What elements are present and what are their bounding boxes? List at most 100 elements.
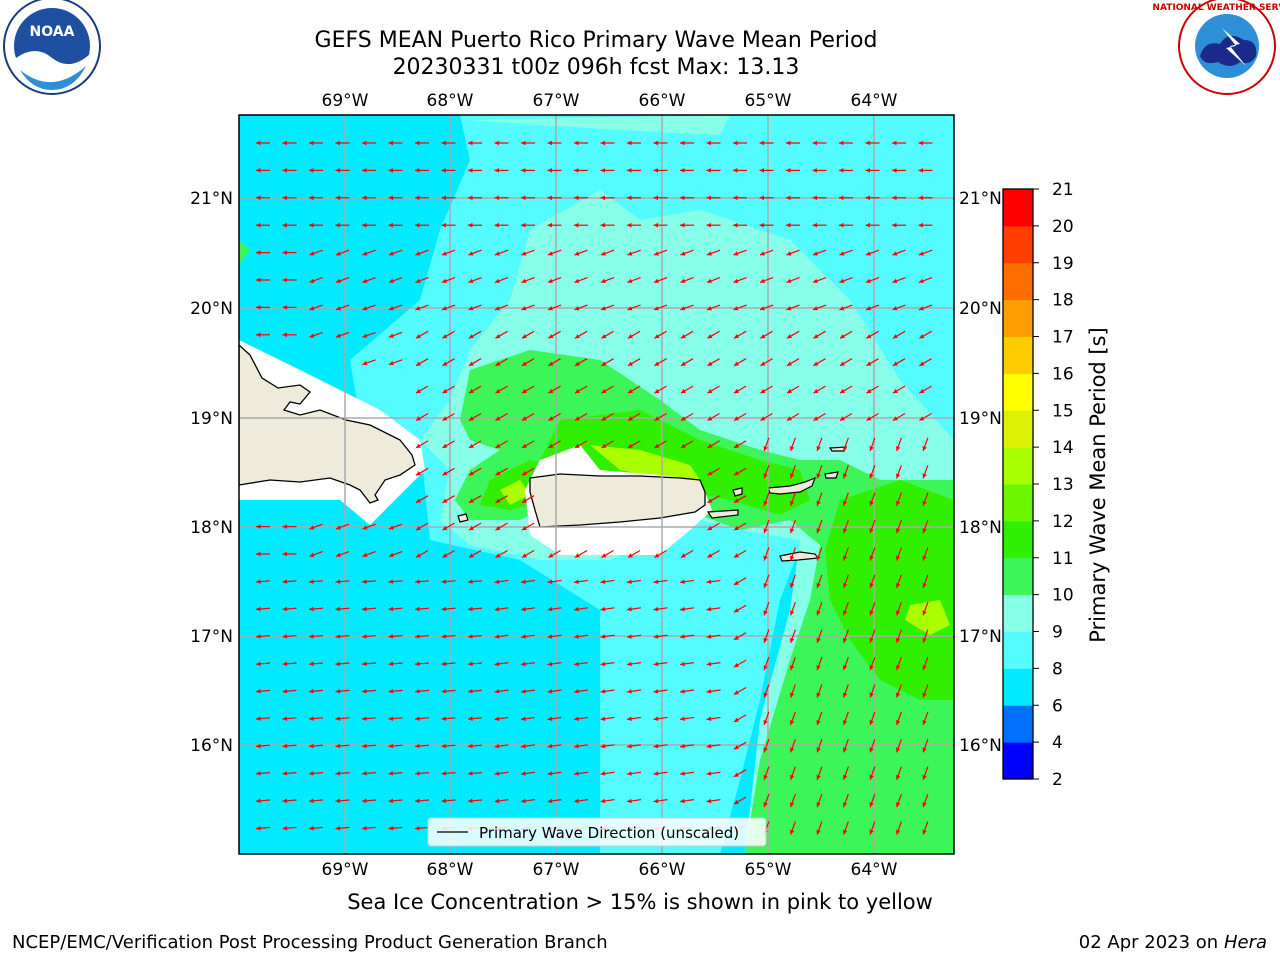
wave-arrow-head (654, 334, 660, 339)
wave-arrow-head (494, 798, 500, 804)
colorbar-tick-label: 14 (1052, 438, 1074, 458)
wave-arrow-head (865, 278, 871, 284)
wave-arrow-head (256, 250, 261, 255)
wave-arrow-head (547, 743, 553, 749)
wave-arrow-head (922, 692, 927, 698)
lon-tick-bottom: 65°W (745, 860, 792, 880)
wave-arrow-head (919, 361, 925, 366)
wave-arrow-head (680, 443, 686, 448)
wave-arrow-head (922, 747, 927, 753)
wave-arrow-head (895, 747, 901, 753)
wave-arrow-head (309, 743, 314, 749)
wave-arrow-head (680, 334, 686, 339)
wave-arrow-head (309, 798, 314, 804)
wave-arrow-head (309, 251, 315, 256)
wave-arrow-head (706, 606, 712, 612)
wave-arrow-head (919, 334, 925, 339)
wave-arrow-head (521, 553, 527, 558)
lon-tick-top: 64°W (851, 91, 898, 111)
wave-arrow-head (362, 525, 368, 530)
wave-arrow-head (415, 553, 421, 558)
wave-arrow-head (786, 140, 791, 146)
wave-arrow-head (388, 525, 394, 530)
lon-tick-top: 66°W (639, 91, 686, 111)
wave-arrow-head (680, 222, 685, 228)
wave-arrow-head (494, 661, 500, 667)
wave-arrow-head (789, 747, 795, 753)
wave-arrow-head (415, 661, 420, 667)
lat-tick-left: 17°N (190, 627, 233, 647)
colorbar-segment (1003, 742, 1033, 780)
wave-arrow-head (415, 388, 421, 394)
wave-arrow-head (733, 222, 738, 228)
wave-arrow-head (442, 416, 448, 421)
wave-arrow-head (415, 825, 420, 831)
wave-arrow-head (680, 634, 685, 639)
wave-arrow-head (309, 606, 314, 612)
wave-arrow-head (892, 388, 898, 394)
wave-arrow-head (415, 278, 421, 284)
wave-arrow-head (627, 743, 632, 749)
wave-arrow-head (706, 743, 712, 749)
wave-arrow-head (707, 553, 713, 558)
wave-arrow-head (869, 555, 874, 561)
wave-arrow-head (759, 222, 764, 228)
wave-arrow-head (547, 634, 553, 639)
wave-arrow-head (335, 661, 341, 667)
wave-arrow-head (309, 579, 314, 584)
wave-arrow-head (415, 688, 420, 694)
wave-arrow-head (415, 798, 420, 804)
lon-tick-bottom: 64°W (851, 860, 898, 880)
wave-arrow-head (521, 798, 526, 804)
wave-arrow-head (495, 553, 501, 558)
wave-arrow-head (309, 716, 314, 721)
wave-arrow-head (441, 579, 447, 584)
wave-arrow-head (918, 251, 924, 256)
wave-arrow-head (335, 771, 341, 776)
wave-arrow-head (869, 747, 874, 753)
wave-arrow-head (627, 689, 632, 694)
chart-title: GEFS MEAN Puerto Rico Primary Wave Mean … (314, 28, 878, 53)
wave-arrow-head (256, 634, 261, 639)
wave-arrow-head (653, 195, 658, 201)
wave-arrow-head (789, 583, 795, 588)
wave-arrow-head (786, 222, 791, 228)
wave-arrow-head (706, 771, 712, 776)
lon-tick-top: 67°W (533, 91, 580, 111)
wave-arrow-head (494, 743, 500, 749)
wave-arrow-head (256, 661, 261, 667)
wave-arrow-head (256, 168, 261, 173)
wave-arrow-head (362, 798, 367, 804)
wave-arrow-head (521, 606, 526, 612)
wave-arrow-head (816, 637, 821, 643)
wave-arrow-head (842, 637, 848, 643)
wave-arrow-head (816, 665, 821, 671)
wave-arrow-head (869, 528, 874, 534)
wave-arrow-head (441, 251, 447, 256)
nws-logo: NATIONAL WEATHER SERVICE (1152, 0, 1280, 95)
wave-arrow-head (892, 222, 897, 228)
wave-arrow-head (335, 825, 341, 831)
wave-arrow-head (895, 473, 901, 479)
wave-arrow-head (759, 306, 765, 311)
colorbar-segment (1003, 336, 1033, 374)
wave-arrow-head (495, 416, 501, 421)
wave-arrow-head (441, 798, 447, 804)
wave-arrow-head (547, 222, 552, 228)
axis-labels: 69°W 68°W 67°W 66°W 65°W 64°W 69°W 68°W … (190, 91, 1002, 880)
wave-arrow-head (600, 661, 606, 667)
wave-arrow-head (388, 798, 394, 804)
colorbar: 2 4 6 8 9 10 11 12 13 14 15 16 17 18 19 20 21 (1002, 180, 1074, 790)
lat-tick-right: 21°N (959, 189, 1002, 209)
wave-arrow-head (918, 195, 923, 201)
wave-arrow-head (494, 222, 499, 228)
contour-9-10-north (470, 115, 730, 135)
wave-arrow-head (468, 471, 474, 476)
wave-arrow-head (494, 278, 500, 284)
wave-arrow-head (388, 168, 393, 173)
wave-arrow-head (812, 195, 817, 201)
colorbar-tick-label: 8 (1052, 659, 1063, 679)
wave-arrow-head (760, 361, 766, 366)
wave-arrow-head (282, 798, 288, 804)
wave-arrow-head (922, 774, 927, 780)
